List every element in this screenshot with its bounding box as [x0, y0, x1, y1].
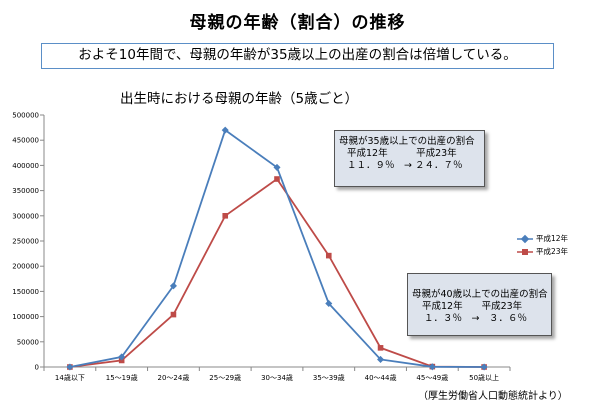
y-tick-label: 0 [35, 364, 39, 372]
y-tick-label: 50000 [17, 338, 39, 346]
annotation-box-40: 母親が40歳以上での出産の割合 平成12年 平成23年 １．３％ → ３．６％ [407, 273, 552, 336]
legend-label-0: 平成12年 [536, 234, 569, 243]
data-point-1-6 [377, 345, 384, 351]
annotation-35-years: 平成12年 平成23年 [347, 148, 457, 159]
legend-swatch-1 [517, 248, 533, 255]
x-tick-label: 14歳以下 [55, 373, 85, 382]
y-tick-label: 450000 [12, 137, 39, 145]
y-tick-label: 500000 [12, 112, 39, 120]
legend-item-1: 平成23年 [517, 245, 568, 258]
legend-swatch-0 [517, 234, 533, 243]
x-tick-label: 25～29歳 [209, 373, 241, 382]
y-tick-label: 100000 [12, 313, 39, 321]
annotation-35-values: １１．９％ → ２４．７％ [347, 160, 463, 171]
y-tick-label: 200000 [12, 263, 39, 271]
x-tick-label: 50歳以上 [469, 373, 499, 382]
page-title: 母親の年齢（割合）の推移 [189, 13, 406, 33]
data-point-0-0 [66, 363, 74, 371]
legend-label-1: 平成23年 [536, 247, 569, 256]
legend: 平成12年 平成23年 [517, 232, 568, 258]
data-point-0-1 [118, 353, 126, 361]
x-tick-label: 40～44歳 [365, 373, 397, 382]
chart-title: 出生時における母親の年齢（5歳ごと） [120, 91, 359, 107]
legend-item-0: 平成12年 [517, 232, 568, 245]
data-point-0-2 [169, 282, 177, 290]
annotation-35-heading: 母親が35歳以上での出産の割合 [339, 136, 475, 147]
y-tick-label: 350000 [12, 187, 39, 195]
x-tick-label: 45～49歳 [416, 373, 448, 382]
annotation-40-years: 平成12年 平成23年 [422, 301, 523, 312]
data-point-0-5 [325, 299, 333, 308]
y-tick-label: 400000 [12, 162, 39, 170]
y-tick-label: 300000 [12, 212, 39, 220]
data-point-0-6 [377, 355, 385, 363]
annotation-40-heading: 母親が40歳以上での出産の割合 [412, 289, 548, 300]
x-tick-label: 35～39歳 [313, 373, 345, 382]
x-tick-label: 15～19歳 [106, 373, 138, 382]
annotation-box-35: 母親が35歳以上での出産の割合 平成12年 平成23年 １１．９％ → ２４．７… [334, 130, 485, 187]
summary-box: およそ10年間で、母親の年齢が35歳以上の出産の割合は倍増している。 [41, 43, 554, 69]
data-point-1-5 [325, 252, 332, 259]
data-point-0-8 [480, 363, 488, 371]
data-point-1-4 [274, 176, 280, 182]
data-point-0-7 [428, 363, 436, 371]
y-tick-label: 250000 [12, 238, 39, 246]
y-tick-label: 150000 [12, 288, 39, 296]
source-note: （厚生労働省人口動態統計より） [418, 391, 568, 402]
annotation-40-values: １．３％ → ３．６％ [424, 313, 527, 324]
data-point-0-4 [273, 163, 281, 171]
data-point-1-3 [222, 213, 229, 219]
x-tick-label: 20～24歳 [158, 373, 190, 382]
data-point-1-2 [170, 311, 177, 318]
x-tick-label: 30～34歳 [261, 373, 293, 382]
